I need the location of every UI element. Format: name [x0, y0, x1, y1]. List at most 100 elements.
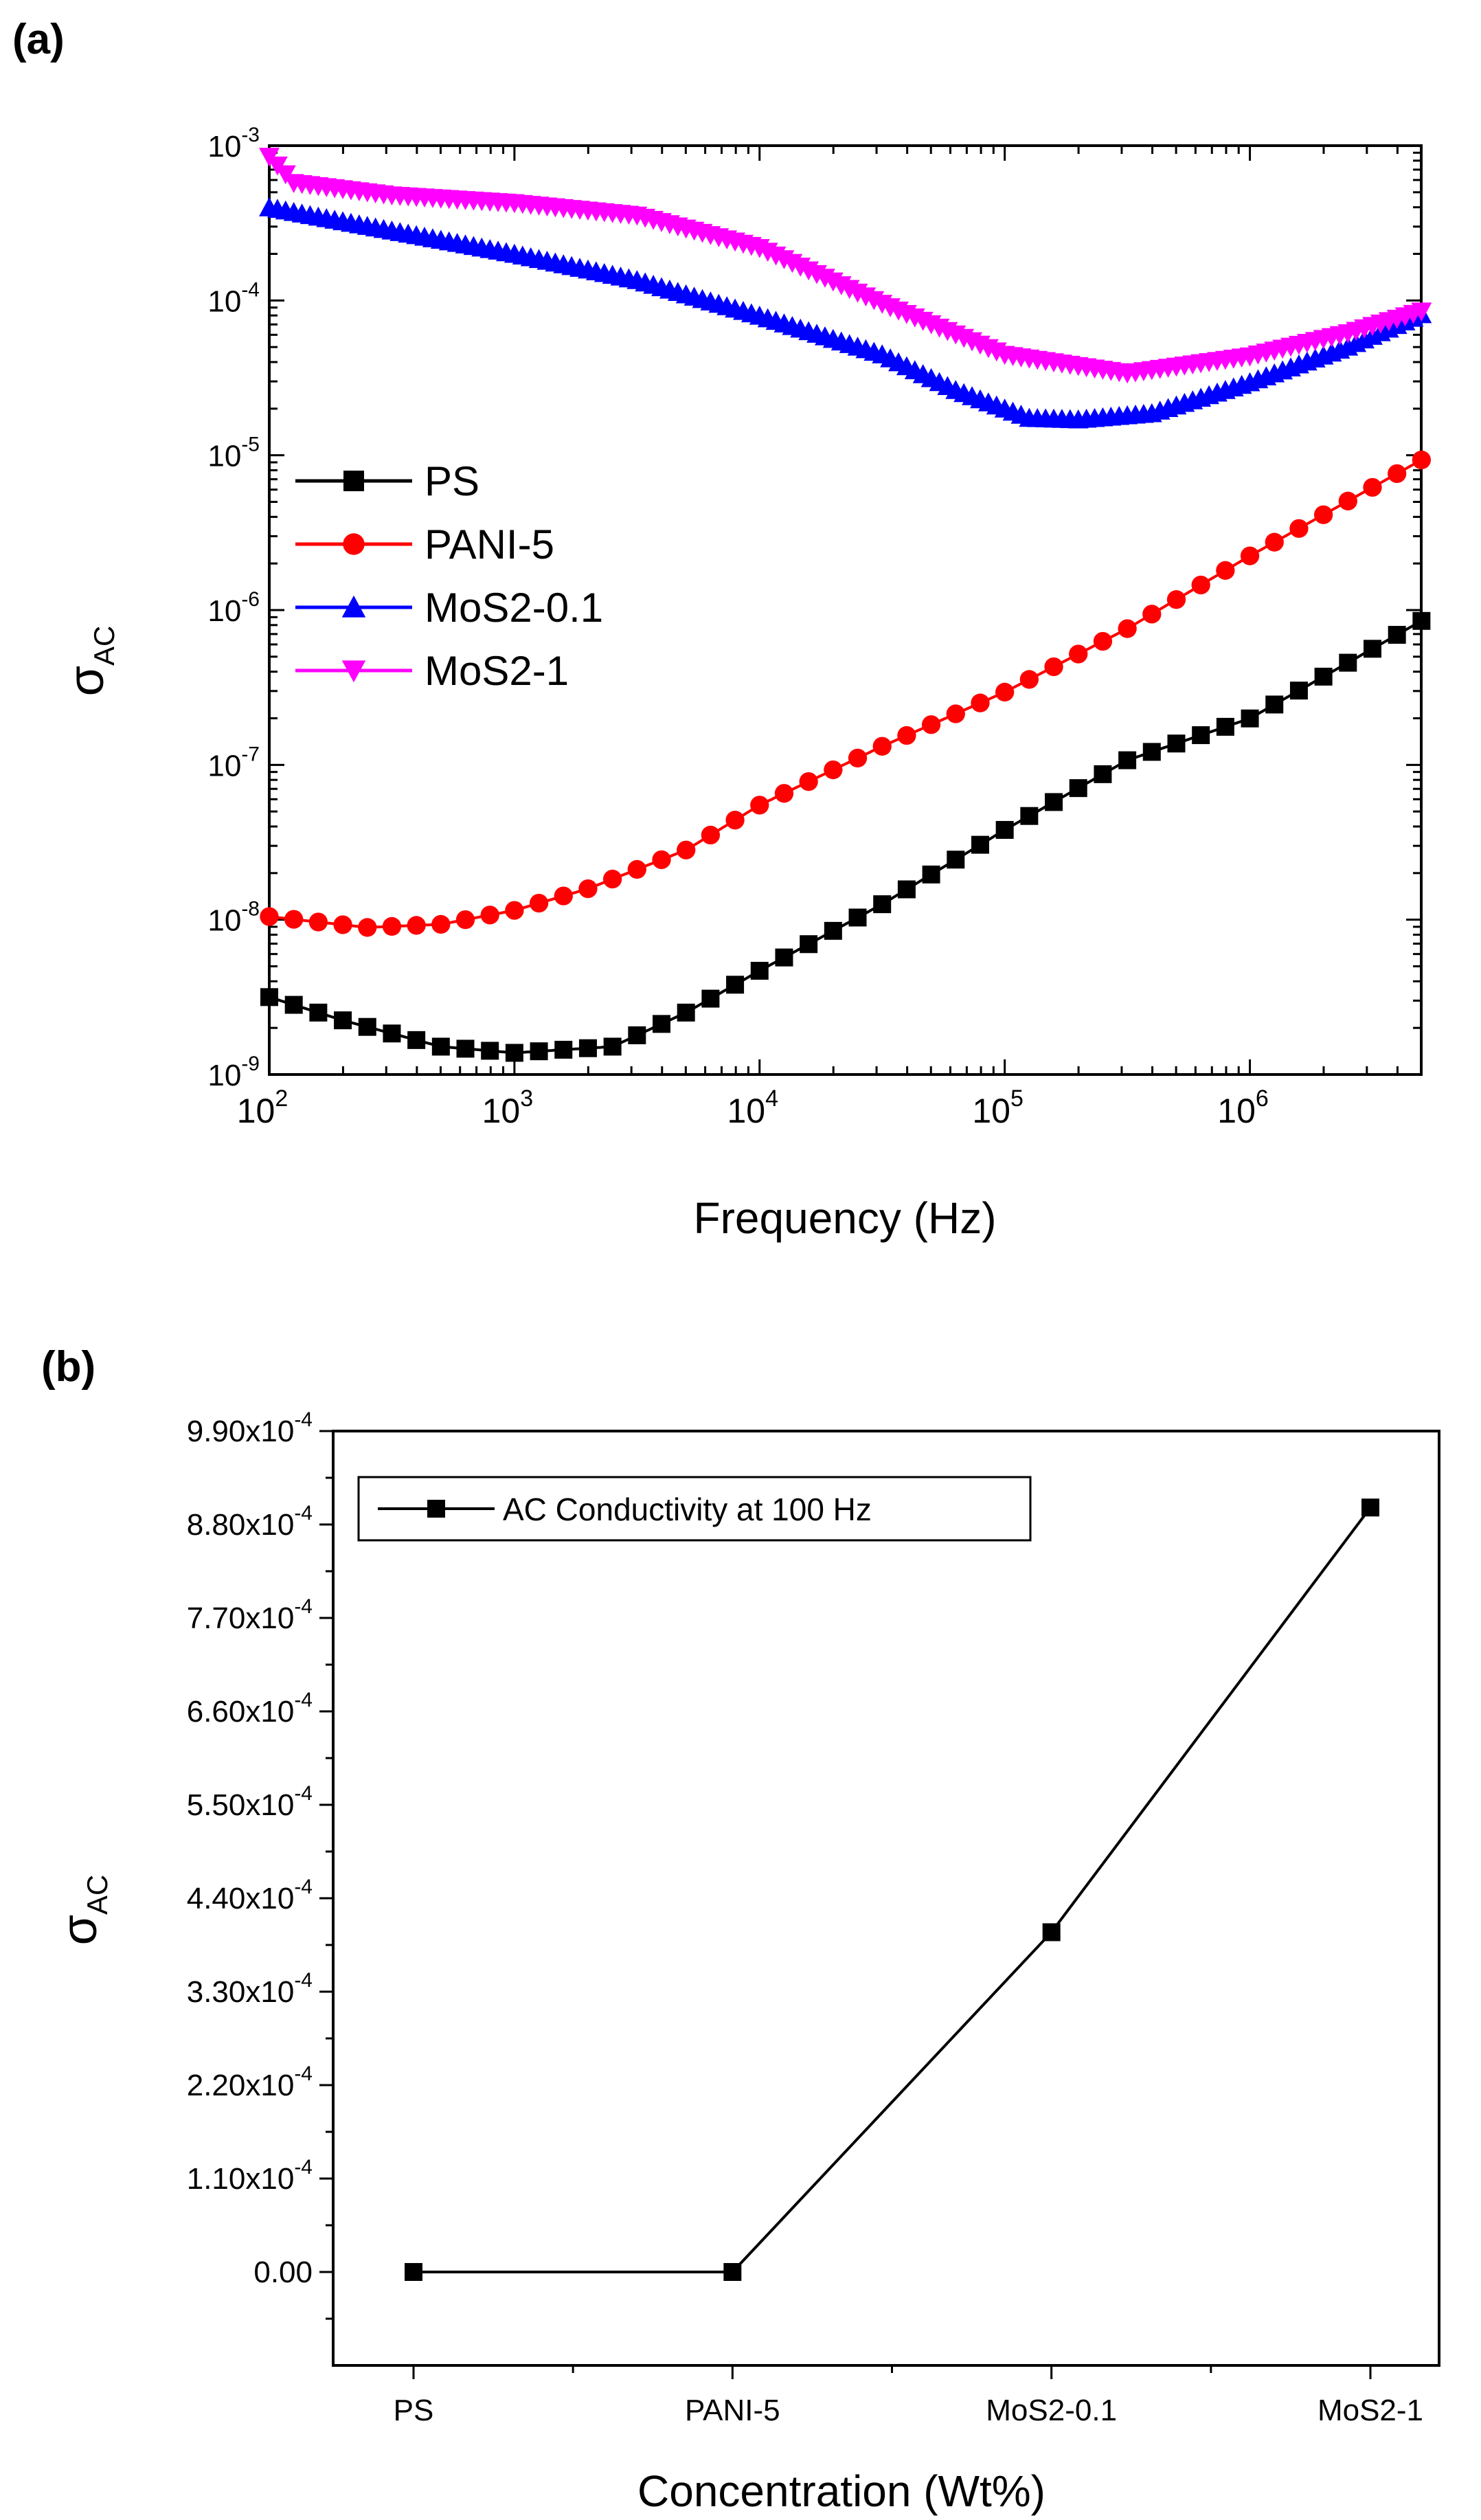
panel-b-plot-frame — [332, 1430, 1440, 2367]
data-point-PANI-5 — [455, 910, 475, 930]
y-tick-base: 10 — [207, 749, 241, 783]
legend-label-MoS2-1: MoS2-1 — [425, 648, 569, 694]
panel-a-x-axis-title: Frequency (Hz) — [694, 1193, 997, 1243]
legend-marker-MoS2-0.1 — [341, 595, 366, 618]
legend-label: AC Conductivity at 100 Hz — [503, 1492, 872, 1527]
x-tick-base: 10 — [237, 1092, 275, 1130]
data-point-PS — [1412, 611, 1431, 630]
y-tick-exp: -3 — [241, 124, 260, 146]
data-point-PS — [701, 989, 720, 1008]
y-tick-mantissa: 5.50x10 — [187, 1788, 295, 1822]
data-point-PS — [1167, 734, 1186, 753]
x-tick-exp: 2 — [275, 1085, 288, 1112]
series-MoS2-1 — [259, 148, 1432, 384]
x-tick-base: 10 — [727, 1092, 766, 1130]
panel-b-series — [405, 1498, 1379, 2281]
panel-b-ticks — [319, 1430, 1372, 2379]
data-point-PS — [578, 1039, 597, 1057]
y-tick-exp: -6 — [241, 588, 260, 611]
svg-text:σAC: σAC — [59, 626, 120, 697]
data-point-PS — [603, 1037, 622, 1056]
data-point-PS — [677, 1003, 695, 1022]
data-point-PS — [947, 851, 965, 869]
data-point-PANI-5 — [602, 869, 622, 889]
y-tick-mantissa: 4.40x10 — [187, 1882, 295, 1915]
data-point-PS — [431, 1037, 450, 1056]
y-tick-exp: -5 — [241, 434, 260, 456]
y-tick-label: 0.00 — [253, 2255, 313, 2289]
y-tick-exp: -4 — [241, 278, 260, 301]
data-point-PS — [848, 908, 867, 927]
x-tick-base: 10 — [1217, 1092, 1256, 1130]
data-point-PANI-5 — [652, 850, 671, 869]
y-tick-label: 2.20x10-4 — [187, 2062, 313, 2102]
data-point-PS — [1069, 779, 1087, 798]
data-point-PS — [1241, 709, 1259, 728]
data-point-PANI-5 — [333, 915, 352, 934]
y-tick-exp: -4 — [294, 1408, 313, 1431]
y-tick-exp: -4 — [294, 1876, 313, 1898]
data-point — [405, 2262, 422, 2281]
y-tick-exp: -4 — [294, 1595, 313, 1618]
data-point-PANI-5 — [260, 907, 279, 926]
y-tick-exp: -8 — [241, 898, 260, 921]
data-point-PS — [358, 1017, 376, 1036]
y-tick-label: 8.80x10-4 — [187, 1502, 313, 1542]
x-tick-exp: 5 — [1010, 1085, 1024, 1112]
data-point-PANI-5 — [1289, 519, 1309, 538]
data-point-MoS2-1 — [1411, 302, 1432, 322]
data-point-PANI-5 — [382, 916, 402, 936]
y-tick-label: 6.60x10-4 — [187, 1689, 313, 1729]
data-point — [1042, 1923, 1061, 1942]
data-point-PANI-5 — [701, 825, 721, 845]
y-tick-base: 10 — [207, 440, 241, 473]
data-point-PS — [922, 865, 940, 884]
y-tick-label: 9.90x10-4 — [187, 1408, 313, 1448]
data-point-PANI-5 — [529, 893, 549, 913]
x-tick-exp: 6 — [1256, 1085, 1269, 1112]
x-tick-label: PS — [394, 2394, 434, 2427]
y-tick-label: 10-4 — [207, 278, 260, 318]
data-point-PANI-5 — [750, 796, 769, 815]
data-point-PS — [824, 921, 842, 940]
data-point-PANI-5 — [677, 840, 696, 859]
y-tick-mantissa: 0.00 — [253, 2255, 313, 2289]
data-point-PS — [1094, 765, 1112, 783]
data-point-PS — [530, 1042, 548, 1061]
legend-marker-MoS2-1 — [341, 660, 366, 683]
data-point-PANI-5 — [358, 918, 377, 937]
data-point-PANI-5 — [1338, 491, 1357, 510]
y-tick-exp: -4 — [294, 2062, 313, 2085]
data-point-PS — [1363, 640, 1381, 658]
data-point-PANI-5 — [1313, 505, 1333, 524]
svg-text:σAC: σAC — [52, 1875, 113, 1946]
y-tick-exp: -4 — [294, 1689, 313, 1711]
data-point-PS — [1118, 751, 1137, 769]
data-point-PS — [481, 1042, 499, 1060]
data-point-PS — [554, 1040, 573, 1059]
data-point-PANI-5 — [1044, 657, 1063, 677]
data-point-PANI-5 — [1363, 477, 1382, 497]
legend-label-MoS2-0.1: MoS2-0.1 — [425, 585, 603, 631]
data-point-PANI-5 — [897, 725, 916, 745]
y-tick-base: 10 — [207, 130, 241, 164]
data-point-PANI-5 — [407, 916, 426, 935]
data-point-PS — [383, 1024, 401, 1043]
data-point-PANI-5 — [1240, 546, 1260, 565]
data-point-PANI-5 — [284, 910, 304, 929]
y-tick-mantissa: 9.90x10 — [187, 1415, 295, 1448]
series-PANI-5 — [260, 450, 1432, 937]
data-point-PANI-5 — [505, 901, 524, 920]
data-point-PS — [726, 976, 745, 994]
data-point-PANI-5 — [1388, 464, 1407, 484]
data-point-PANI-5 — [480, 905, 499, 925]
x-tick-label: PANI-5 — [685, 2394, 780, 2427]
panel-a-chart: (a) 102 103 104 105 10610-910-810-710-610-51… — [12, 16, 1432, 1243]
data-point-PS — [1045, 793, 1063, 811]
data-point-PS — [456, 1039, 475, 1058]
series-line — [414, 1507, 1372, 2273]
y-tick-label: 10-3 — [207, 124, 260, 164]
data-point-PS — [971, 835, 989, 854]
data-point-PANI-5 — [1019, 670, 1039, 689]
data-point-PANI-5 — [627, 859, 646, 879]
